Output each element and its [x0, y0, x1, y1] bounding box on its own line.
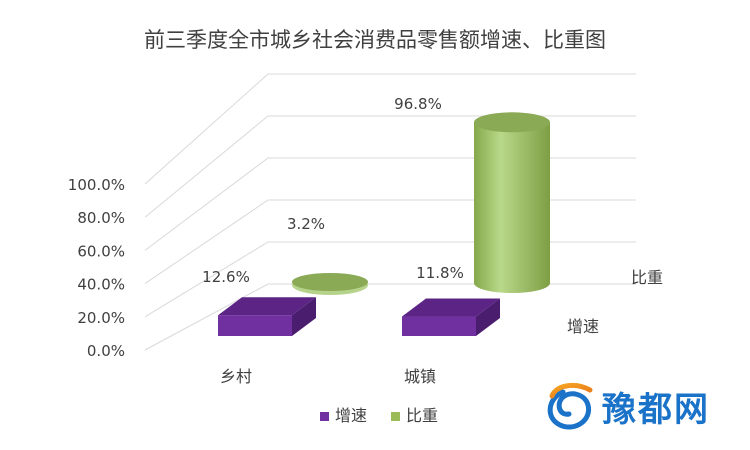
- legend-swatch: [391, 412, 400, 421]
- data-label: 96.8%: [394, 95, 442, 113]
- category-labels: 乡村 城镇: [220, 367, 436, 386]
- gridline: [144, 115, 636, 218]
- legend-label: 增速: [335, 406, 367, 425]
- data-label: 3.2%: [287, 215, 325, 233]
- category-label: 城镇: [404, 367, 436, 386]
- gridline: [144, 73, 636, 185]
- watermark-logo: 豫都网: [547, 382, 710, 430]
- gridlines: [144, 73, 636, 351]
- gridline: [144, 157, 636, 251]
- category-label: 乡村: [220, 367, 252, 386]
- data-label: 11.8%: [416, 264, 464, 282]
- bar-front-face: [402, 316, 476, 336]
- watermark-text: 豫都网: [602, 390, 710, 430]
- bar-side-face: [292, 297, 316, 336]
- y-tick-label: 40.0%: [77, 276, 125, 294]
- legend-swatch: [320, 412, 329, 421]
- chart-marks: 12.6% 11.8% 3.2% 96.8%: [202, 95, 550, 336]
- y-axis-ticks: 0.0% 20.0% 40.0% 60.0% 80.0% 100.0%: [68, 176, 125, 360]
- depth-axis-label: 增速: [567, 317, 599, 336]
- bar-top-face: [218, 297, 316, 316]
- y-tick-label: 0.0%: [87, 342, 125, 360]
- bar-side-face: [476, 298, 500, 336]
- cylinder-top: [292, 273, 368, 291]
- chart-title: 前三季度全市城乡社会消费品零售额增速、比重图: [144, 28, 606, 52]
- data-label: 12.6%: [202, 268, 250, 286]
- bar-top-face: [402, 298, 500, 317]
- cylinder-body: [474, 122, 550, 293]
- y-tick-label: 60.0%: [77, 242, 125, 260]
- depth-axis-label: 比重: [631, 268, 663, 287]
- legend: 增速 比重: [320, 406, 438, 425]
- legend-label: 比重: [406, 406, 438, 425]
- depth-axis-labels: 增速 比重: [567, 268, 663, 336]
- swirl-icon: [547, 382, 593, 430]
- cylinder-top: [474, 112, 550, 133]
- y-tick-label: 20.0%: [77, 309, 125, 327]
- bar-front-face: [218, 315, 292, 336]
- y-tick-label: 80.0%: [77, 209, 125, 227]
- y-tick-label: 100.0%: [68, 176, 125, 194]
